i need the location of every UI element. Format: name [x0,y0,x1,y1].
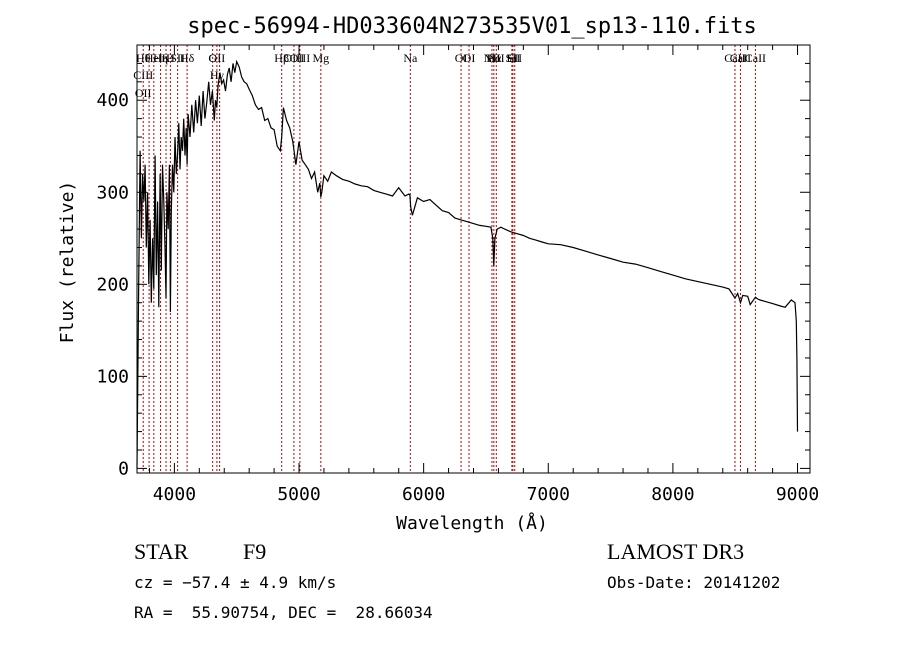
line-label: OI [455,51,468,65]
line-label: Hα [486,51,502,65]
object-type: STAR [134,539,189,564]
coordinates: RA = 55.90754, DEC = 28.66034 [134,603,433,622]
line-label: SII [507,51,522,65]
spectral-line-markers [142,45,756,473]
x-tick-label: 4000 [153,484,196,505]
y-tick-label: 100 [96,366,129,387]
redshift-velocity: cz = −57.4 ± 4.9 km/s [134,573,337,592]
line-label: Hγ [210,68,225,82]
line-label: OII [135,86,152,100]
line-label: CaII [724,51,745,65]
line-label: OIII [290,51,311,65]
line-label: HeI [145,51,163,65]
y-tick-label: 200 [96,274,129,295]
line-label: CIII [133,68,153,82]
x-axis-label: Wavelength (Å) [396,512,548,534]
y-tick-label: 300 [96,182,129,203]
y-axis: 0 100 200 300 400 [96,62,810,479]
survey-name: LAMOST DR3 [607,539,745,564]
line-label: CaII [730,51,751,65]
spectrum-line [136,59,799,469]
observation-date: Obs-Date: 20141202 [607,573,781,592]
line-label: H [166,51,175,65]
line-label: Hδ [180,51,195,65]
line-label: G [208,51,217,65]
line-label: K [162,51,171,65]
x-tick-label: 6000 [402,484,445,505]
x-tick-label: 7000 [527,484,570,505]
line-label: NII [488,51,505,65]
line-label: SII [506,51,521,65]
line-label: Mg [312,51,329,65]
plot-frame [136,44,811,474]
line-label: Na [403,51,418,65]
line-label: Hβ [274,51,289,65]
line-label: OI [463,51,476,65]
spectral-subclass: F9 [243,539,267,564]
line-label: Li [507,51,518,65]
chart-title: spec-56994-HD033604N273535V01_sp13-110.f… [187,14,757,39]
y-axis-label: Flux (relative) [57,181,78,344]
y-tick-label: 400 [96,90,129,111]
y-tick-label: 0 [118,458,129,479]
x-tick-label: 8000 [651,484,694,505]
line-label: OII [209,51,226,65]
line-label: Hθ [136,51,151,65]
x-tick-label: 9000 [776,484,819,505]
line-label: CaII [745,51,766,65]
line-label: Hη [153,51,168,65]
x-axis: 4000 5000 6000 7000 8000 9000 [148,45,819,505]
line-label: NII [484,51,501,65]
x-tick-label: 5000 [277,484,320,505]
